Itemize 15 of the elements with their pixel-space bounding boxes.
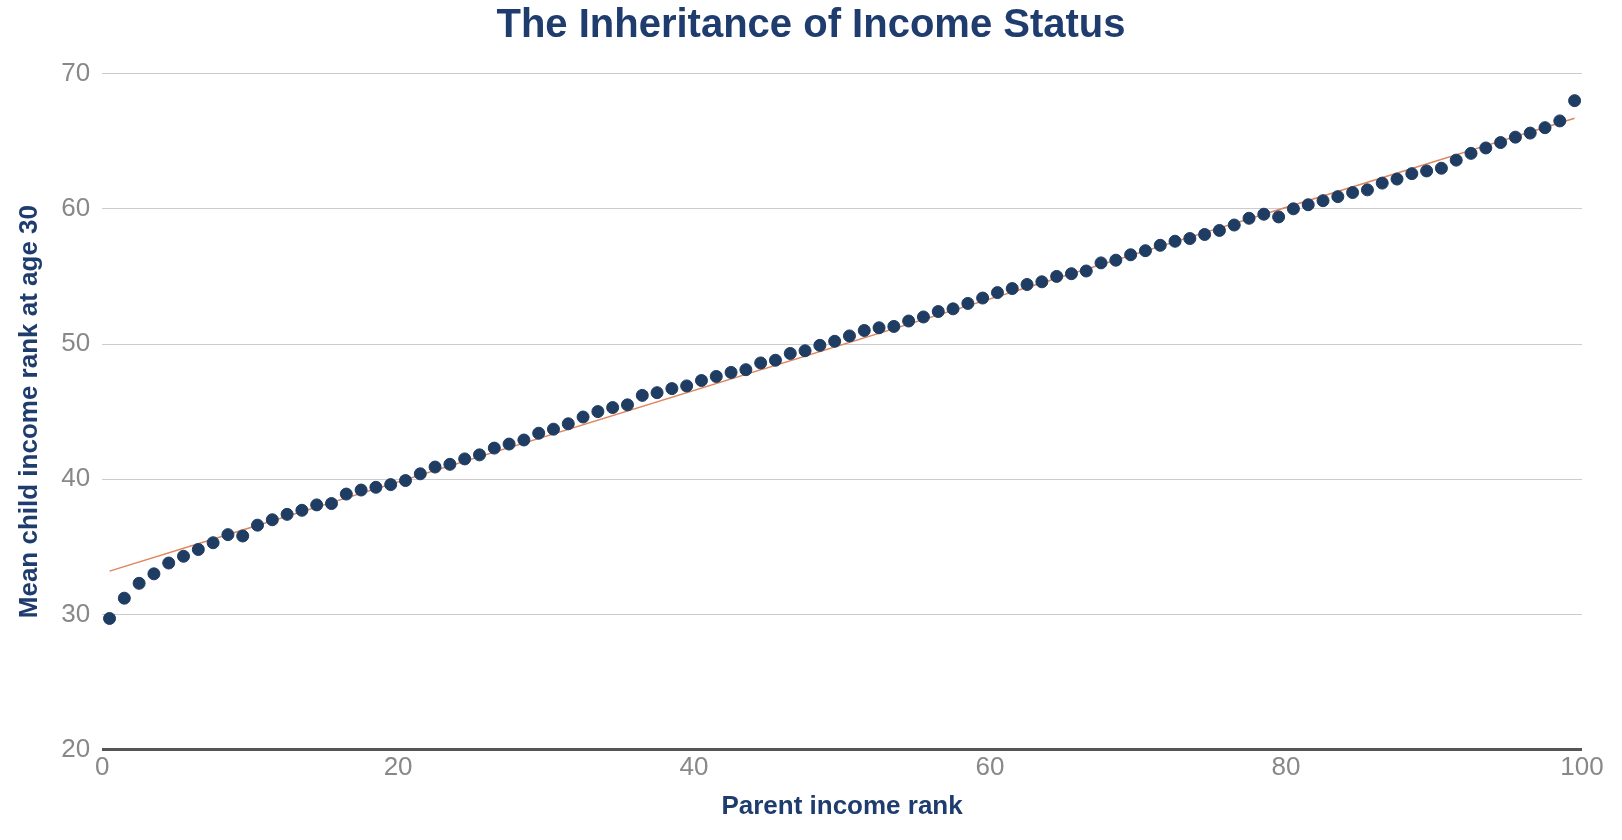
y-tick-label: 20 bbox=[61, 732, 91, 763]
y-tick-label: 70 bbox=[61, 56, 91, 87]
x-axis-title: Parent income rank bbox=[721, 789, 964, 820]
chart-title: The Inheritance of Income Status bbox=[495, 0, 1127, 46]
y-tick-label: 50 bbox=[61, 327, 91, 358]
x-tick-label: 100 bbox=[1560, 751, 1604, 782]
y-axis-title: Mean child income rank at age 30 bbox=[12, 204, 43, 619]
x-tick-label: 0 bbox=[94, 751, 110, 782]
x-tick-label: 80 bbox=[1271, 751, 1301, 782]
x-tick-label: 40 bbox=[679, 751, 709, 782]
y-tick-label: 60 bbox=[61, 191, 91, 222]
y-tick-label: 30 bbox=[61, 597, 91, 628]
x-tick-label: 60 bbox=[975, 751, 1005, 782]
x-tick-label: 20 bbox=[383, 751, 413, 782]
y-tick-label: 40 bbox=[61, 462, 91, 493]
